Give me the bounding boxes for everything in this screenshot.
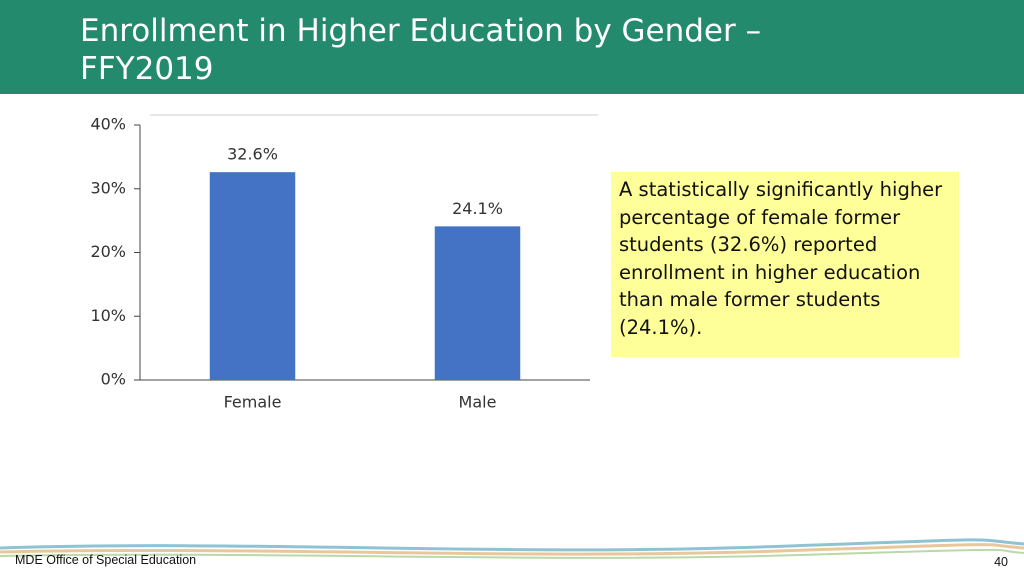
data-label: 32.6%	[227, 145, 278, 164]
slide-title: Enrollment in Higher Education by Gender…	[80, 13, 762, 87]
x-tick-label: Female	[224, 393, 282, 412]
data-label: 24.1%	[452, 199, 503, 218]
y-tick-label: 20%	[90, 242, 126, 261]
page-number: 40	[994, 555, 1008, 569]
y-tick-label: 30%	[90, 178, 126, 197]
bar	[209, 172, 296, 380]
decor-wave	[0, 543, 1024, 556]
y-tick-label: 10%	[90, 306, 126, 325]
y-tick-label: 40%	[90, 115, 126, 134]
x-tick-label: Male	[459, 393, 497, 412]
bar	[434, 226, 521, 380]
header-bar	[0, 0, 1024, 94]
callout: A statistically significantly higher per…	[611, 172, 959, 357]
decor-wave	[0, 538, 1024, 552]
decor-wave	[0, 548, 1024, 559]
footer: MDE Office of Special Education	[15, 553, 197, 567]
y-tick-label: 0%	[101, 370, 126, 389]
